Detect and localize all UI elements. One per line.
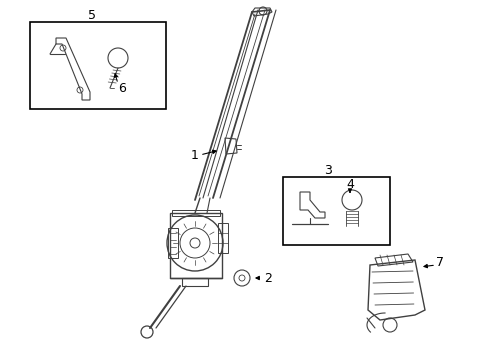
- Bar: [283, 177, 390, 245]
- Text: 3: 3: [324, 163, 332, 176]
- Text: 5: 5: [88, 9, 96, 22]
- Bar: [30, 22, 166, 109]
- Text: 7: 7: [436, 256, 444, 269]
- Text: 4: 4: [346, 177, 354, 190]
- Text: 1: 1: [191, 149, 199, 162]
- Text: 2: 2: [264, 271, 272, 284]
- Text: 6: 6: [118, 81, 126, 95]
